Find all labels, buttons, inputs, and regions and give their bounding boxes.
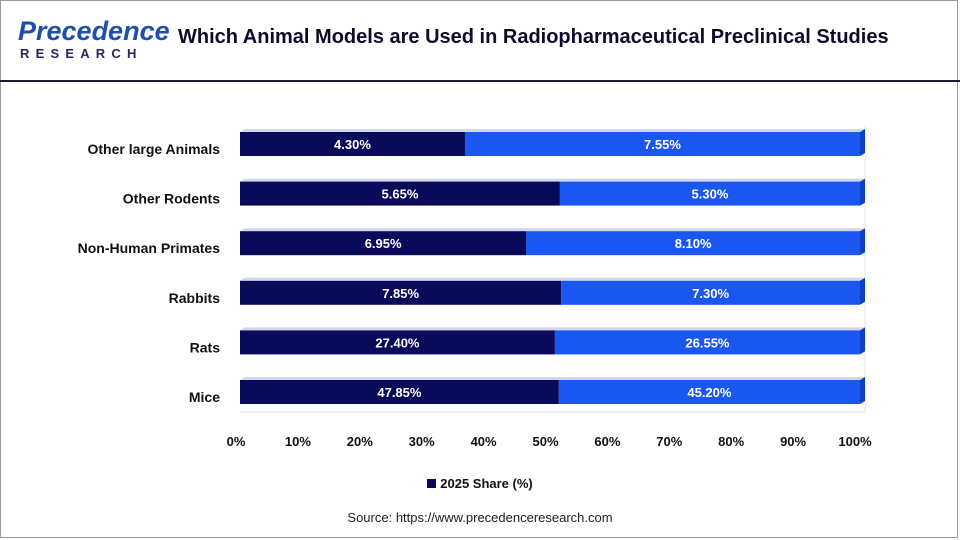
category-label: Non-Human Primates bbox=[78, 240, 221, 256]
bar-side-face bbox=[860, 277, 865, 305]
bar-top-face bbox=[240, 178, 865, 182]
data-label: 27.40% bbox=[375, 335, 420, 350]
x-tick-label: 50% bbox=[532, 434, 558, 449]
bar-segment-2025 bbox=[240, 181, 560, 206]
x-tick-label: 0% bbox=[227, 434, 246, 449]
bar-top-face bbox=[240, 228, 865, 232]
category-label: Rabbits bbox=[169, 290, 221, 306]
data-label: 5.65% bbox=[382, 187, 419, 202]
data-label: 26.55% bbox=[685, 335, 730, 350]
data-label: 47.85% bbox=[377, 385, 422, 400]
bar-side-face bbox=[860, 129, 865, 156]
bar-side-face bbox=[860, 178, 865, 206]
bar-side-face bbox=[860, 327, 865, 355]
bar-segment-second bbox=[554, 330, 860, 355]
x-tick-label: 100% bbox=[838, 434, 872, 449]
data-label: 7.55% bbox=[644, 137, 681, 152]
data-label: 7.30% bbox=[692, 286, 729, 301]
x-tick-label: 30% bbox=[409, 434, 435, 449]
bar-top-face bbox=[240, 327, 865, 331]
brand-logo: Precedence RESEARCH bbox=[18, 16, 170, 66]
source-note: Source: https://www.precedenceresearch.c… bbox=[347, 510, 613, 525]
bar-segment-second bbox=[464, 132, 860, 156]
x-tick-label: 10% bbox=[285, 434, 311, 449]
x-tick-label: 20% bbox=[347, 434, 373, 449]
x-tick-label: 90% bbox=[780, 434, 806, 449]
bar-segment-2025 bbox=[240, 231, 527, 256]
x-tick-label: 40% bbox=[471, 434, 497, 449]
data-label: 4.30% bbox=[334, 137, 371, 152]
bar-side-face bbox=[860, 377, 865, 404]
bar-segment-2025 bbox=[240, 380, 559, 404]
bar-segment-second bbox=[558, 380, 860, 404]
bar-top-face bbox=[240, 277, 865, 281]
legend: 2025 Share (%) bbox=[0, 476, 960, 491]
stacked-bar-chart: 4.30% 7.55% Other large Animals 5.65% 5.30% O… bbox=[78, 126, 872, 449]
x-tick-label: 60% bbox=[594, 434, 620, 449]
data-label: 45.20% bbox=[687, 385, 732, 400]
header-divider bbox=[0, 80, 960, 82]
header: Precedence RESEARCH Which Animal Models … bbox=[0, 0, 960, 80]
category-label: Mice bbox=[189, 389, 220, 405]
category-label: Other large Animals bbox=[87, 141, 220, 157]
category-label: Rats bbox=[190, 339, 221, 355]
bar-segment-second bbox=[559, 181, 860, 206]
x-tick-label: 80% bbox=[718, 434, 744, 449]
bar-segment-2025 bbox=[240, 280, 562, 305]
bar-top-face bbox=[240, 129, 865, 132]
legend-label: 2025 Share (%) bbox=[440, 476, 533, 491]
bar-top-face bbox=[240, 377, 865, 380]
bar-segment-2025 bbox=[240, 132, 465, 156]
data-label: 7.85% bbox=[382, 286, 419, 301]
legend-swatch bbox=[427, 479, 437, 488]
bar-segment-2025 bbox=[240, 330, 555, 355]
chart-title: Which Animal Models are Used in Radiopha… bbox=[178, 26, 889, 48]
data-label: 6.95% bbox=[365, 236, 402, 251]
bar-side-face bbox=[860, 228, 865, 256]
category-label: Other Rodents bbox=[123, 191, 220, 207]
x-tick-label: 70% bbox=[656, 434, 682, 449]
data-label: 5.30% bbox=[692, 187, 729, 202]
logo-wordmark: Precedence bbox=[18, 16, 170, 46]
data-label: 8.10% bbox=[675, 236, 712, 251]
bar-segment-second bbox=[561, 280, 860, 305]
bar-segment-second bbox=[526, 231, 860, 256]
logo-subtitle: RESEARCH bbox=[20, 46, 143, 61]
